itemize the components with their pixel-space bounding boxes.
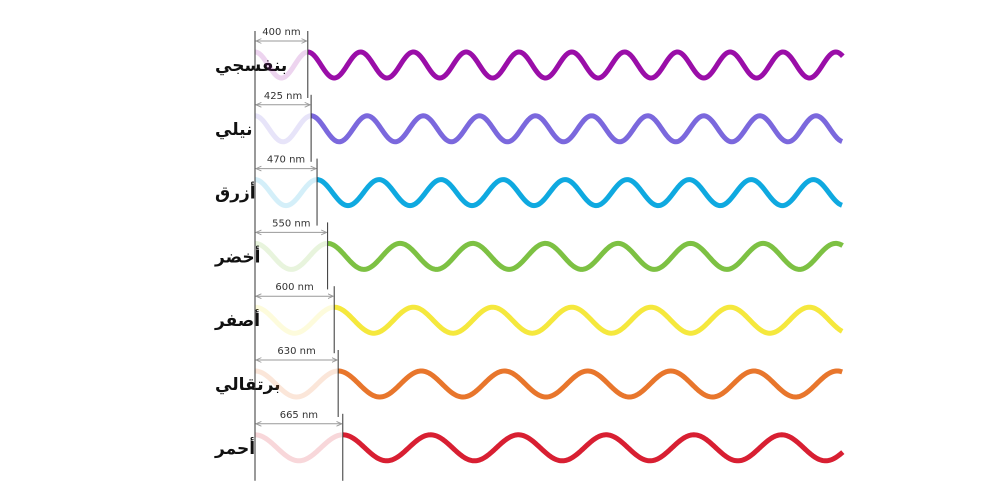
wave	[316, 177, 843, 209]
wave-faded	[254, 177, 318, 209]
color-name: أحمر	[214, 437, 255, 459]
wave-faded	[254, 304, 335, 336]
wavelength-label: 425 nm	[264, 91, 302, 102]
wave	[307, 49, 845, 81]
wavelength-label: 400 nm	[262, 27, 300, 38]
wave-faded	[254, 368, 339, 400]
wave-faded	[254, 432, 343, 464]
color-name: نيلي	[215, 120, 252, 140]
color-name: بنفسجي	[215, 56, 287, 76]
wave	[342, 432, 845, 464]
wave	[334, 304, 844, 336]
wavelength-label: 550 nm	[272, 218, 310, 229]
wave	[310, 113, 844, 145]
wave	[327, 240, 844, 272]
color-name: برتقالي	[215, 375, 281, 395]
color-name: أزرق	[215, 182, 256, 204]
wave	[338, 368, 843, 400]
wavelength-label: 665 nm	[280, 410, 318, 421]
wave-faded	[254, 49, 308, 81]
wave-faded	[254, 240, 328, 272]
color-name: أخضر	[214, 245, 260, 267]
wavelength-label: 630 nm	[277, 346, 315, 357]
wavelength-label: 600 nm	[275, 282, 313, 293]
wave-faded	[254, 113, 312, 145]
color-name: أصفر	[214, 309, 260, 331]
wavelength-label: 470 nm	[267, 155, 305, 166]
